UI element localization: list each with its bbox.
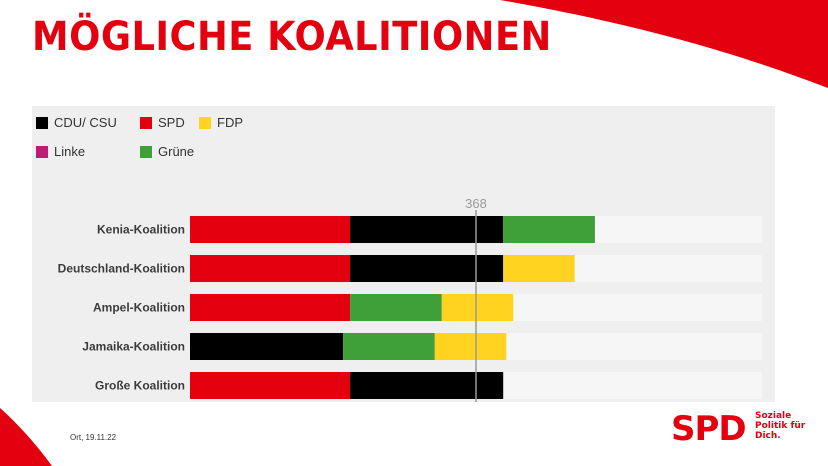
bottom-left-swoosh — [0, 408, 52, 466]
bar-segment-spd — [190, 216, 351, 243]
majority-line-label: 368 — [465, 196, 487, 211]
legend-swatch-spd — [140, 117, 152, 129]
logo-claim-line: Dich. — [755, 431, 781, 441]
category-label: Deutschland-Koalition — [58, 262, 185, 276]
legend-swatch-linke — [36, 146, 48, 158]
bar-segment-cdu — [350, 372, 504, 399]
logo-claim-line: Soziale — [755, 411, 792, 421]
logo-claim-line: Politik für — [755, 421, 806, 431]
category-label: Kenia-Koalition — [97, 223, 185, 237]
top-right-swoosh — [500, 0, 828, 88]
legend-label-spd: SPD — [158, 115, 185, 130]
footer-location-date: Ort, 19.11.22 — [70, 433, 117, 442]
logo-claim: Soziale Politik für Dich. — [755, 411, 825, 441]
category-label: Ampel-Koalition — [93, 301, 185, 315]
bar-segment-gruene — [343, 333, 435, 360]
legend-label-fdp: FDP — [217, 115, 243, 130]
legend-label-cdu: CDU/ CSU — [54, 115, 117, 130]
page-title: MÖGLICHE KOALITIONEN — [32, 14, 552, 60]
logo-mark: SPD — [671, 409, 747, 449]
stacked-bar-chart: CDU/ CSU SPD FDP Linke Grüne Kenia-Koalition D… — [36, 115, 762, 402]
bar-segment-gruene — [503, 216, 595, 243]
bar-segment-spd — [190, 372, 351, 399]
bar-segment-cdu — [350, 255, 504, 282]
legend-label-gruene: Grüne — [158, 144, 194, 159]
legend-swatch-cdu — [36, 117, 48, 129]
bar-segment-fdp — [503, 255, 575, 282]
bar-segment-cdu — [190, 333, 344, 360]
legend-label-linke: Linke — [54, 144, 85, 159]
bar-segment-spd — [190, 255, 351, 282]
bar-segment-fdp — [434, 333, 507, 360]
chart-panel: CDU/ CSU SPD FDP Linke Grüne Kenia-Koalition D… — [32, 106, 775, 402]
bar-segment-gruene — [350, 294, 442, 321]
legend-swatch-gruene — [140, 146, 152, 158]
bar-segment-fdp — [441, 294, 514, 321]
legend-swatch-fdp — [199, 117, 211, 129]
category-label: Jamaika-Koalition — [82, 340, 185, 354]
bar-segment-spd — [190, 294, 351, 321]
bar-segment-cdu — [350, 216, 504, 243]
category-label: Große Koalition — [95, 379, 185, 393]
